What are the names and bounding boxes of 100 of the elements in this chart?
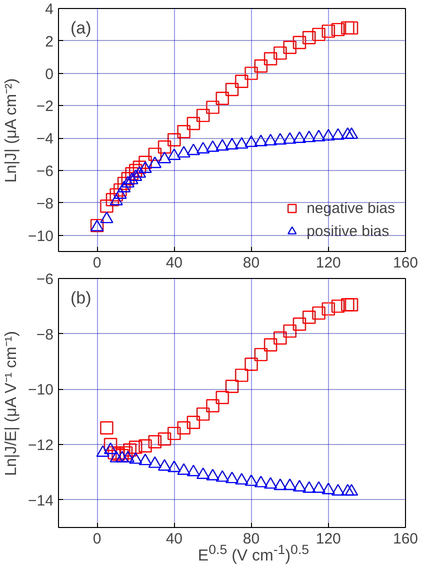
point bbox=[177, 146, 190, 158]
point bbox=[186, 116, 200, 130]
point bbox=[292, 36, 306, 50]
point bbox=[148, 435, 162, 448]
point bbox=[312, 306, 326, 320]
point bbox=[312, 130, 326, 142]
point bbox=[216, 92, 229, 106]
y-tick-label: −12 bbox=[28, 437, 54, 454]
point bbox=[331, 300, 345, 313]
x-tick-label: 160 bbox=[392, 254, 418, 272]
point bbox=[244, 474, 258, 486]
point bbox=[322, 302, 335, 316]
annotation: (b) bbox=[70, 288, 92, 308]
point bbox=[196, 467, 210, 479]
point bbox=[235, 472, 248, 485]
y-tick-label: −4 bbox=[36, 130, 54, 148]
x-tick-label: 40 bbox=[166, 254, 183, 272]
point bbox=[158, 140, 172, 154]
point bbox=[119, 446, 133, 460]
point bbox=[177, 421, 190, 434]
point bbox=[168, 426, 181, 440]
point bbox=[302, 481, 316, 493]
y-tick-label: −14 bbox=[28, 492, 54, 510]
point bbox=[177, 463, 190, 475]
point bbox=[168, 148, 181, 160]
x-tick-label: 160 bbox=[392, 530, 418, 548]
point bbox=[196, 407, 210, 421]
point bbox=[123, 443, 136, 457]
point bbox=[177, 125, 190, 138]
point bbox=[254, 59, 268, 73]
point bbox=[322, 482, 335, 494]
point bbox=[264, 134, 278, 146]
y-axis-title: Ln|J/E| (μA V⁻¹ cm⁻¹) bbox=[3, 330, 20, 476]
point bbox=[186, 416, 200, 429]
point bbox=[283, 324, 296, 338]
point bbox=[344, 127, 358, 139]
point bbox=[274, 46, 287, 60]
point bbox=[322, 24, 335, 38]
point bbox=[331, 128, 345, 140]
point bbox=[148, 456, 162, 468]
point bbox=[114, 187, 127, 199]
point bbox=[341, 484, 354, 496]
point bbox=[168, 460, 181, 472]
y-tick-label: −8 bbox=[36, 195, 54, 212]
y-tick-label: −6 bbox=[36, 163, 54, 180]
point bbox=[244, 66, 258, 80]
legend-label: negative bias bbox=[306, 200, 395, 216]
point bbox=[104, 442, 118, 454]
y-tick-label: −10 bbox=[28, 228, 54, 245]
point bbox=[344, 298, 358, 312]
point bbox=[283, 132, 296, 144]
point bbox=[292, 318, 306, 331]
y-tick-label: −2 bbox=[36, 98, 54, 116]
point bbox=[121, 176, 134, 188]
point bbox=[125, 172, 138, 184]
point bbox=[138, 156, 152, 169]
point bbox=[117, 180, 131, 192]
point bbox=[129, 440, 142, 454]
point bbox=[302, 31, 316, 44]
point bbox=[312, 481, 326, 493]
point bbox=[225, 82, 239, 96]
point bbox=[331, 22, 345, 36]
point bbox=[138, 454, 152, 466]
point bbox=[344, 21, 358, 35]
point bbox=[186, 464, 200, 476]
point bbox=[235, 74, 248, 88]
point bbox=[274, 133, 287, 145]
point bbox=[196, 142, 210, 154]
point bbox=[274, 478, 287, 490]
point bbox=[292, 480, 306, 492]
point bbox=[138, 161, 152, 173]
y-tick-label: −6 bbox=[36, 271, 54, 288]
point bbox=[292, 131, 306, 143]
x-tick-label: 0 bbox=[92, 530, 102, 548]
point bbox=[341, 21, 354, 35]
point bbox=[283, 478, 296, 490]
x-tick-label: 120 bbox=[316, 530, 341, 548]
point bbox=[132, 166, 146, 178]
point bbox=[341, 298, 354, 312]
point bbox=[132, 160, 146, 174]
y-tick-label: 4 bbox=[45, 1, 54, 18]
point bbox=[264, 52, 278, 66]
point bbox=[254, 348, 268, 362]
point bbox=[264, 477, 278, 489]
point bbox=[264, 338, 278, 352]
x-tick-label: 0 bbox=[92, 254, 102, 272]
point bbox=[129, 169, 142, 182]
point bbox=[100, 212, 114, 224]
point bbox=[216, 138, 229, 151]
point bbox=[96, 445, 110, 457]
point bbox=[225, 472, 239, 484]
x-tick-label: 80 bbox=[242, 254, 260, 272]
point bbox=[206, 100, 220, 114]
x-tick-label: 40 bbox=[166, 530, 183, 548]
point bbox=[254, 476, 268, 488]
point bbox=[254, 134, 268, 146]
point bbox=[225, 138, 239, 150]
point bbox=[341, 127, 354, 139]
point bbox=[206, 399, 220, 412]
point bbox=[158, 152, 172, 164]
